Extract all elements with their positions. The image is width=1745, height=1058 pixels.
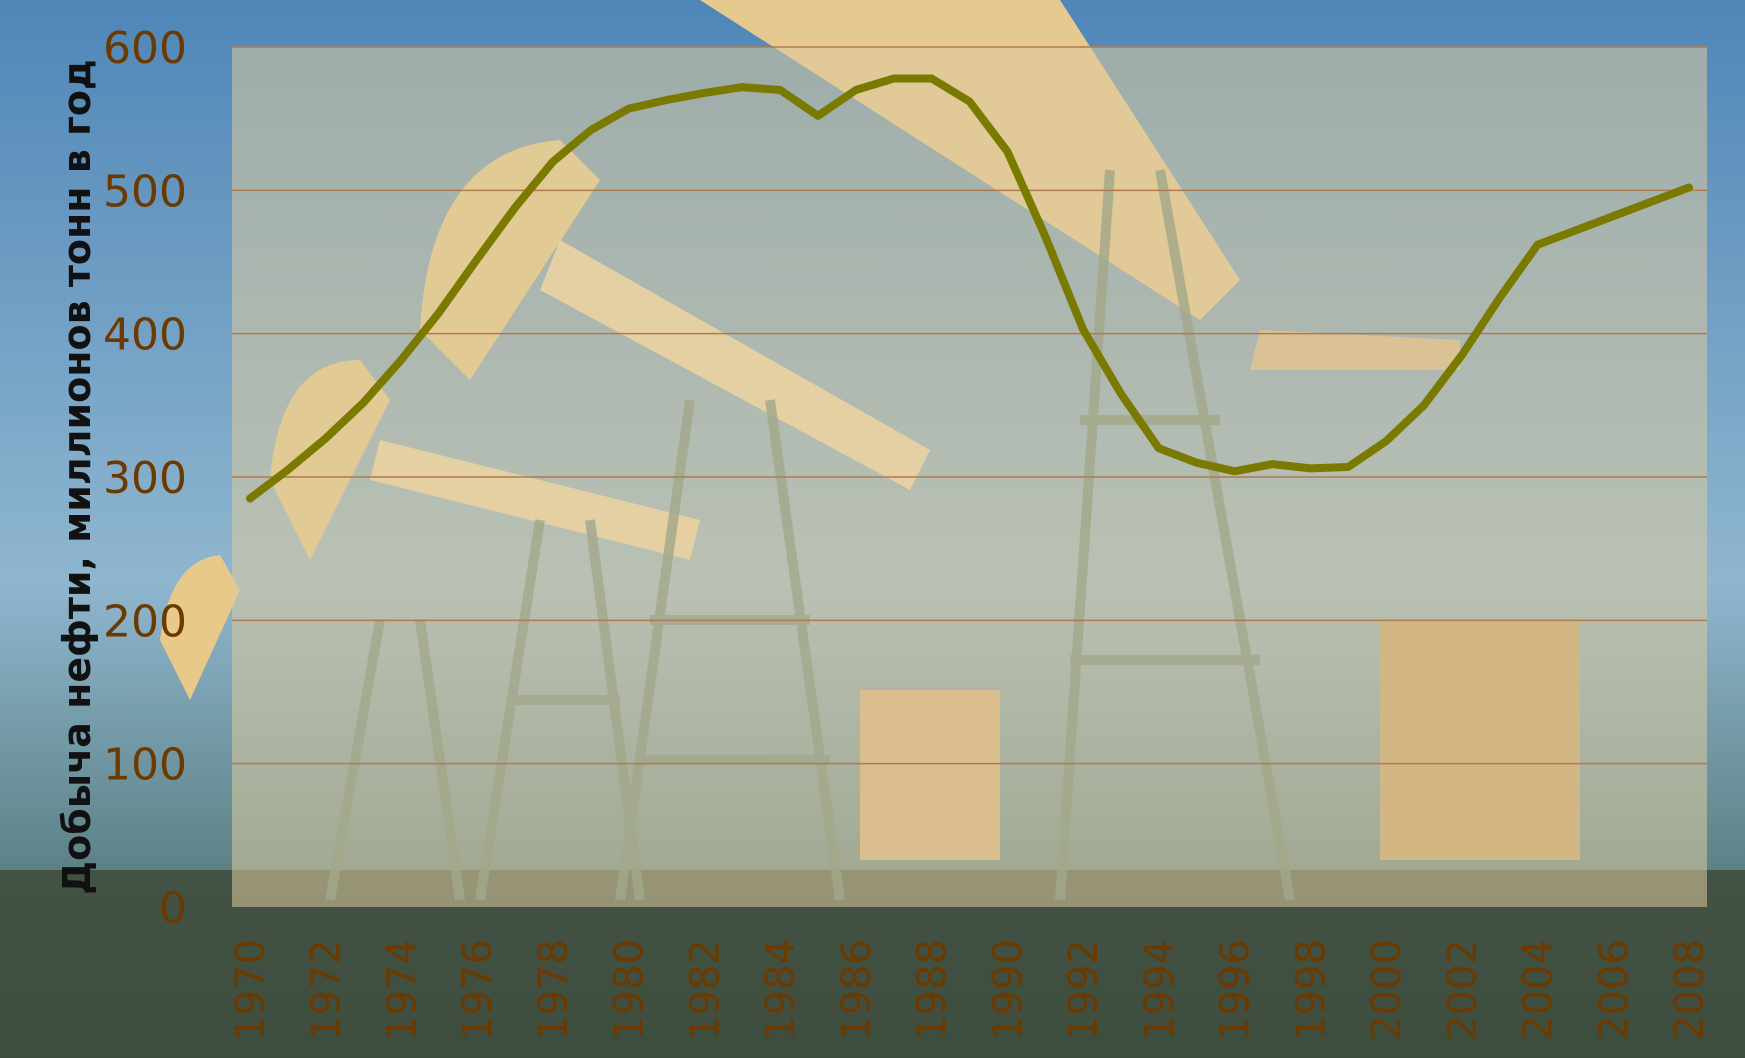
y-tick-label: 300 (103, 453, 187, 504)
y-tick-label: 400 (103, 310, 187, 361)
x-tick-label: 1998 (1288, 939, 1334, 1041)
x-tick-label: 2004 (1516, 939, 1562, 1041)
x-tick-label: 2002 (1440, 939, 1486, 1041)
x-tick-label: 1996 (1213, 939, 1259, 1041)
x-tick-label: 1982 (682, 939, 728, 1041)
x-axis-ticks: 1970 1972 1974 1976 1978 1980 1982 1984 1986 1988… (228, 939, 1713, 1041)
y-tick-label: 600 (103, 23, 187, 74)
y-axis-ticks: 0 100 200 300 400 500 600 (103, 23, 187, 934)
x-tick-label: 2008 (1667, 939, 1713, 1041)
x-tick-label: 1994 (1137, 939, 1183, 1041)
x-tick-label: 1974 (379, 939, 425, 1041)
x-tick-label: 1980 (607, 939, 653, 1041)
y-tick-label: 200 (103, 596, 187, 647)
x-tick-label: 2000 (1364, 939, 1410, 1041)
x-tick-label: 1976 (455, 939, 501, 1041)
x-tick-label: 1984 (758, 939, 804, 1041)
x-tick-label: 1972 (304, 939, 350, 1041)
x-tick-label: 1992 (1061, 939, 1107, 1041)
x-tick-label: 1970 (228, 939, 274, 1041)
y-tick-label: 500 (103, 166, 187, 217)
y-tick-label: 0 (159, 883, 187, 934)
x-tick-label: 1978 (531, 939, 577, 1041)
gridlines (232, 46, 1707, 765)
y-tick-label: 100 (103, 740, 187, 791)
x-tick-label: 2006 (1591, 939, 1637, 1041)
x-tick-label: 1990 (985, 939, 1031, 1041)
x-tick-label: 1988 (910, 939, 956, 1041)
y-axis-label: Добыча нефти, миллионов тонн в год (55, 59, 99, 894)
series-line-oil-production (246, 74, 1693, 503)
x-tick-label: 1986 (834, 939, 880, 1041)
